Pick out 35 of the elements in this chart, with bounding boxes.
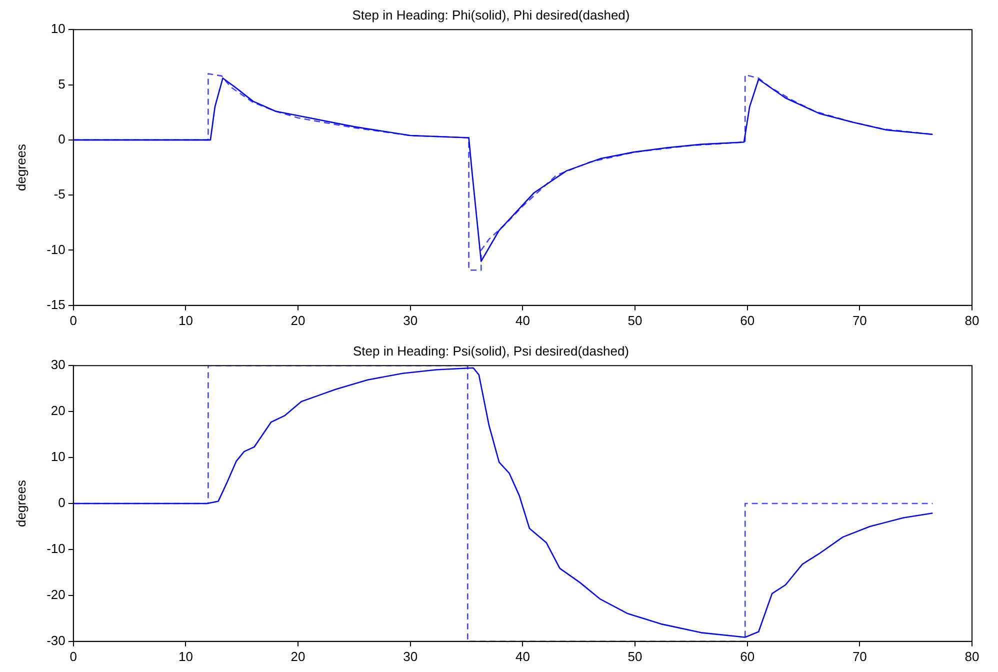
- y-tick-label: -30: [46, 632, 66, 648]
- x-tick-label: 30: [403, 312, 418, 328]
- y-tick-label: 5: [58, 76, 66, 92]
- x-tick-label: 60: [740, 312, 755, 328]
- x-tick-label: 30: [403, 648, 418, 664]
- x-tick-label: 0: [70, 312, 78, 328]
- x-tick-label: 50: [628, 312, 642, 328]
- chart-title: Step in Heading: Phi(solid), Phi desired(dashed): [352, 7, 630, 22]
- y-tick-label: 10: [50, 449, 66, 464]
- y-tick-label: 30: [50, 357, 66, 372]
- y-tick-label: 0: [58, 495, 66, 510]
- x-tick-label: 50: [628, 648, 642, 664]
- y-tick-label: -20: [46, 587, 66, 602]
- x-tick-label: 70: [852, 648, 867, 664]
- y-axis-title: degrees: [13, 144, 28, 191]
- x-tick-label: 20: [290, 312, 306, 328]
- x-tick-label: 0: [70, 648, 78, 664]
- x-tick-label: 60: [740, 648, 755, 664]
- x-tick-label: 80: [964, 312, 980, 328]
- y-tick-label: -10: [46, 541, 66, 556]
- x-tick-label: 80: [964, 648, 980, 664]
- y-tick-label: -5: [54, 186, 66, 202]
- y-tick-label: 20: [50, 403, 66, 418]
- x-tick-label: 40: [515, 312, 530, 328]
- y-axis-title: degrees: [13, 480, 28, 527]
- y-tick-label: 10: [50, 21, 66, 36]
- chart-title: Step in Heading: Psi(solid), Psi desired(dashed): [352, 343, 630, 358]
- y-tick-label: -15: [46, 296, 66, 312]
- x-tick-label: 70: [852, 312, 867, 328]
- x-tick-label: 10: [178, 648, 193, 664]
- y-tick-label: -10: [46, 242, 66, 257]
- y-tick-label: 0: [58, 132, 66, 146]
- x-tick-label: 20: [290, 648, 306, 664]
- x-tick-label: 10: [178, 312, 193, 328]
- x-tick-label: 40: [515, 648, 530, 664]
